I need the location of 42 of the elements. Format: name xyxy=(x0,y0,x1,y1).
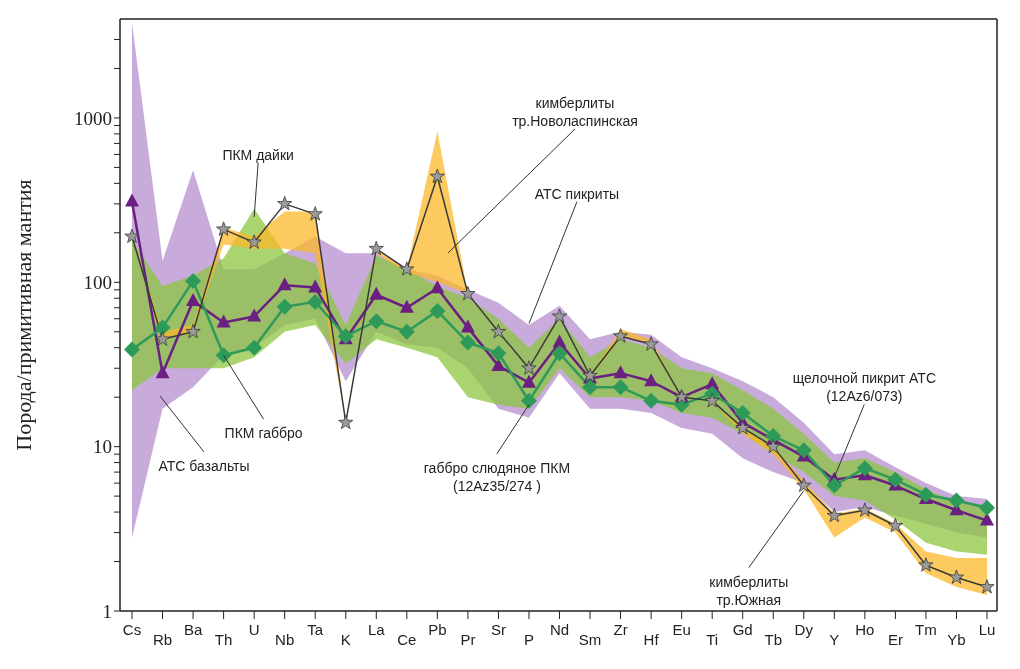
annotation: ПКМ дайки xyxy=(222,146,294,163)
x-tick-label: Eu xyxy=(672,621,691,638)
x-tick-label: Tm xyxy=(915,621,937,638)
x-tick-label: P xyxy=(523,631,534,648)
annotation: ПКМ габбро xyxy=(224,425,303,442)
annotation: кимберлиты тр.Новоласпинская xyxy=(512,95,638,129)
x-tick-label: Cs xyxy=(122,621,142,638)
x-tick-label: Rb xyxy=(152,631,173,648)
x-tick-label: Zr xyxy=(613,621,628,638)
x-tick-label: Nd xyxy=(549,621,570,638)
x-tick-label: Hf xyxy=(643,631,660,648)
x-tick-label: La xyxy=(367,621,386,638)
x-tick-label: Tb xyxy=(764,631,783,648)
x-tick-label: Th xyxy=(214,631,233,648)
y-tick-label: 100 xyxy=(83,272,112,294)
x-tick-label: Lu xyxy=(978,621,996,638)
x-tick-label: Ti xyxy=(706,631,719,648)
x-tick-label: Ce xyxy=(397,631,417,648)
annotation: щелочной пикрит АТС (12Az6/073) xyxy=(792,370,936,405)
y-tick-label: 1 xyxy=(102,600,112,622)
annotation: габбро слюдяное ПКМ (12Az35/274 ) xyxy=(423,459,571,494)
x-tick-label: Dy xyxy=(794,621,814,638)
x-tick-label: Yb xyxy=(947,631,966,648)
x-tick-label: Gd xyxy=(732,621,753,638)
x-tick-label: Sm xyxy=(578,631,602,648)
y-axis-title: Порода/примитивная мантия xyxy=(10,179,36,451)
annotation: АТС пикриты xyxy=(534,185,620,202)
x-tick-label: Sr xyxy=(490,621,506,638)
x-tick-label: Ba xyxy=(183,621,203,638)
x-tick-label: Nb xyxy=(275,631,295,648)
x-tick-label: U xyxy=(248,621,260,638)
annotation: кимберлиты тр.Южная xyxy=(709,573,789,608)
annotation: АТС базальты xyxy=(158,458,250,474)
x-tick-label: K xyxy=(340,631,351,648)
x-tick-label: Y xyxy=(829,631,840,648)
x-tick-label: Pr xyxy=(460,631,476,648)
y-tick-label: 1000 xyxy=(74,107,112,129)
x-tick-label: Er xyxy=(887,631,903,648)
y-tick-label: 10 xyxy=(93,436,112,458)
x-tick-label: Ho xyxy=(855,621,875,638)
x-tick-label: Ta xyxy=(307,621,324,638)
x-tick-label: Pb xyxy=(428,621,447,638)
